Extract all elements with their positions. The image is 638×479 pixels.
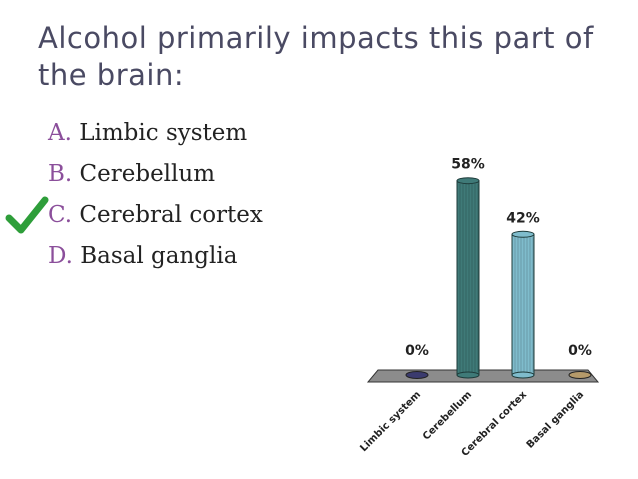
chart-floor [366,369,600,383]
data-label: 58% [451,157,485,173]
answer-b[interactable]: B. Cerebellum [48,158,263,199]
data-label: 0% [568,343,592,359]
bar-top [456,177,480,185]
question-title: Alcohol primarily impacts this part of t… [38,20,618,94]
answer-text: Limbic system [79,120,248,146]
bar-base [456,371,480,379]
title-line-1: Alcohol primarily impacts this part of [38,21,594,55]
answer-a[interactable]: A. Limbic system [48,117,263,158]
data-label: 0% [405,343,429,359]
answer-text: Basal ganglia [80,243,238,269]
data-label: 42% [506,210,540,226]
checkmark-icon [5,196,49,234]
bar-zero-marker [568,371,592,379]
bar-base [511,371,535,379]
category-label: Limbic system [358,389,423,454]
bar-zero-marker [405,371,429,379]
answer-letter: B. [48,161,73,187]
answer-d[interactable]: D. Basal ganglia [48,240,263,281]
category-label: Cerebellum [421,389,474,442]
answer-text: Cerebellum [79,161,216,187]
answer-letter: A. [48,120,72,146]
title-line-2: the brain: [38,58,185,92]
bar-top [511,230,535,238]
category-label: Basal ganglia [525,389,586,450]
answer-c[interactable]: C. Cerebral cortex [48,199,263,240]
answer-text: Cerebral cortex [79,202,263,228]
answer-letter: C. [48,202,73,228]
results-bar-chart: 0%58%42%0% Limbic systemCerebellumCerebr… [358,157,600,455]
answer-list: A. Limbic system B. Cerebellum C. Cerebr… [48,117,263,281]
answer-letter: D. [48,243,73,269]
